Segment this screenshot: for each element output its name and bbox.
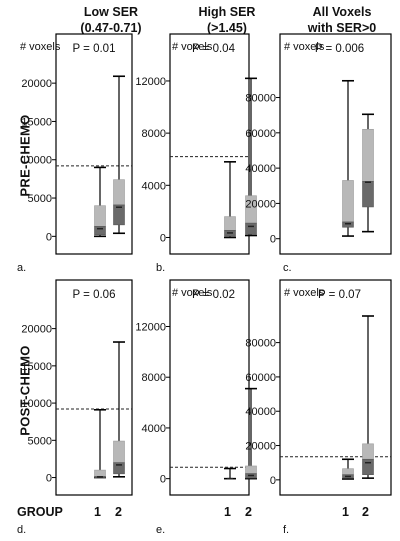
y-tick-label: 60000	[245, 128, 276, 140]
panel-letter-d: d.	[17, 524, 27, 536]
panel-frame	[55, 279, 133, 496]
y-tick-label: 10000	[21, 155, 52, 167]
y-tick-label: 40000	[245, 406, 276, 418]
y-tick-label: 0	[46, 473, 52, 485]
group-tick-1-col3: 1	[342, 505, 349, 519]
y-tick-label: 4000	[142, 180, 166, 192]
y-tick-label: 20000	[21, 324, 52, 336]
column-title-line1: High SER	[198, 5, 256, 19]
y-tick-label: 0	[270, 234, 276, 246]
panel-letter-a: a.	[17, 262, 27, 274]
box-upper	[224, 216, 236, 231]
column-title-line2: with SER>0	[307, 21, 377, 35]
y-tick-label: 0	[160, 232, 166, 244]
y-tick-label: 15000	[21, 361, 52, 373]
box-lower	[113, 462, 125, 475]
box-upper	[362, 443, 374, 460]
y-tick-label: 80000	[245, 93, 276, 105]
panel-frame	[169, 33, 250, 255]
panel-letter-b: b.	[156, 262, 166, 274]
y-tick-label: 10000	[21, 398, 52, 410]
box-upper	[342, 180, 354, 223]
p-value-label: P = 0.006	[315, 43, 364, 55]
y-axis-label: # voxels	[172, 41, 213, 53]
y-tick-label: 80000	[245, 338, 276, 350]
y-tick-label: 8000	[142, 372, 166, 384]
column-title-all-voxels: All Voxels with SER>0	[287, 4, 397, 36]
panel-letter-e: e.	[156, 524, 166, 536]
group-tick-1-col1: 1	[94, 505, 101, 519]
box-lower	[362, 181, 374, 208]
y-axis-label: # voxels	[284, 287, 325, 299]
y-tick-label: 5000	[28, 435, 52, 447]
y-tick-label: 0	[270, 475, 276, 487]
group-tick-1-col2: 1	[224, 505, 231, 519]
column-title-low-ser: Low SER (0.47-0.71)	[56, 4, 166, 36]
box-upper	[342, 468, 354, 476]
p-value-label: P = 0.06	[73, 289, 116, 301]
column-title-high-ser: High SER (>1.45)	[172, 4, 282, 36]
group-axis-label: GROUP	[17, 505, 63, 519]
p-value-label: P = 0.01	[73, 43, 116, 55]
box-lower	[245, 222, 257, 235]
panel-frame	[279, 33, 392, 255]
column-title-line1: All Voxels	[312, 5, 372, 19]
panel-letter-f: f.	[283, 524, 290, 536]
y-axis-label: # voxels	[20, 41, 61, 53]
box-upper	[362, 128, 374, 182]
box-lower	[362, 458, 374, 476]
box-upper	[94, 469, 106, 477]
box-upper	[245, 465, 257, 474]
y-tick-label: 8000	[142, 128, 166, 140]
y-tick-label: 4000	[142, 423, 166, 435]
group-tick-2-col3: 2	[362, 505, 369, 519]
box-upper	[113, 440, 125, 463]
box-lower	[94, 226, 106, 236]
y-tick-label: 20000	[245, 441, 276, 453]
panel-frame	[279, 279, 392, 496]
column-title-line2: (0.47-0.71)	[80, 21, 142, 35]
column-title-line2: (>1.45)	[207, 21, 247, 35]
y-tick-label: 5000	[28, 193, 52, 205]
y-tick-label: 40000	[245, 163, 276, 175]
column-title-line1: Low SER	[83, 5, 139, 19]
panel-frame	[55, 33, 133, 255]
y-tick-label: 20000	[245, 198, 276, 210]
y-tick-label: 0	[46, 231, 52, 243]
boxplot-panel-d: P = 0.06 0 5000 10000 15000 20000	[21, 279, 133, 496]
y-tick-label: 12000	[135, 321, 166, 333]
box-upper	[113, 179, 125, 206]
panel-frame	[169, 279, 250, 496]
boxplot-panel-a: # voxels P = 0.01 0 5000 10000 15000 20000	[20, 33, 133, 255]
box-lower	[342, 221, 354, 228]
p-value-label: P = 0.04	[192, 43, 236, 55]
group-tick-2-col2: 2	[245, 505, 252, 519]
y-tick-label: 20000	[21, 78, 52, 90]
box-upper	[94, 205, 106, 227]
y-axis-label: # voxels	[172, 287, 213, 299]
y-tick-label: 60000	[245, 372, 276, 384]
p-value-label: P = 0.02	[192, 289, 235, 301]
y-axis-label: # voxels	[284, 41, 325, 53]
box-lower	[113, 204, 125, 226]
y-tick-label: 0	[160, 474, 166, 486]
y-tick-label: 15000	[21, 116, 52, 128]
panel-letter-c: c.	[283, 262, 292, 274]
y-tick-label: 12000	[135, 76, 166, 88]
group-tick-2-col1: 2	[115, 505, 122, 519]
p-value-label: P = 0.07	[318, 289, 361, 301]
